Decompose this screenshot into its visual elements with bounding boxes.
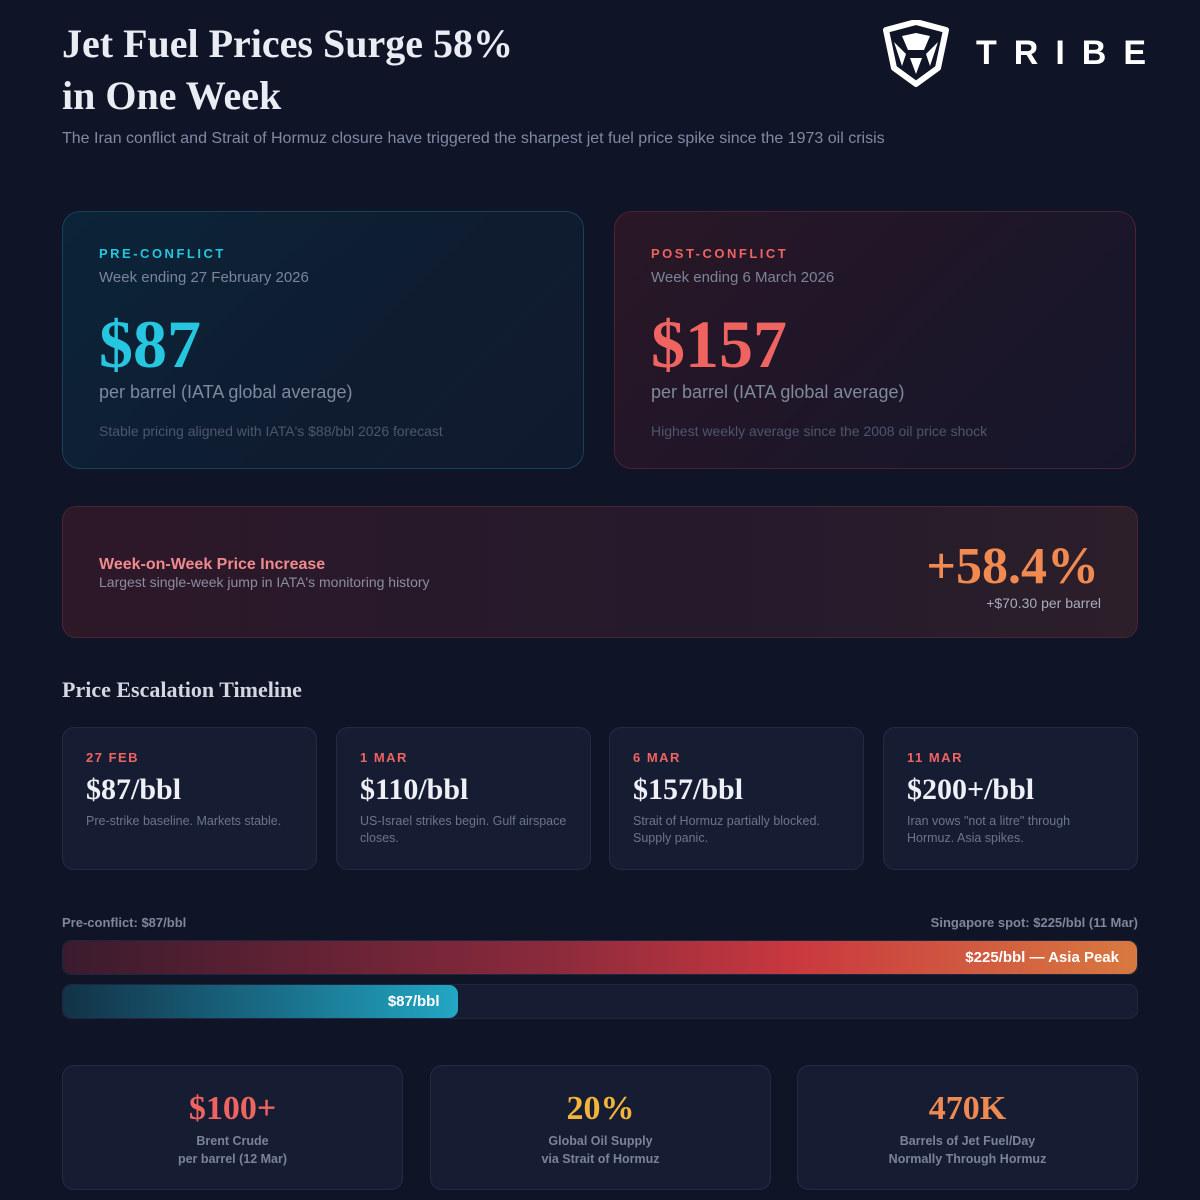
pre-conflict-kicker: PRE-CONFLICT [99,246,226,261]
post-conflict-week: Week ending 6 March 2026 [651,269,835,286]
stat-label: Brent Crude per barrel (12 Mar) [63,1132,402,1168]
timeline-date: 6 MAR [633,750,681,765]
stat-label-line1: Global Oil Supply [548,1134,653,1148]
asia-peak-bar-label: $225/bbl — Asia Peak [965,949,1119,966]
timeline-price: $110/bbl [360,773,469,806]
post-conflict-card: POST-CONFLICT Week ending 6 March 2026 $… [614,211,1136,469]
comparison-left-label: Pre-conflict: $87/bbl [62,915,187,930]
timeline-date: 11 MAR [907,750,963,765]
page-subtitle: The Iran conflict and Strait of Hormuz c… [62,130,885,147]
timeline-card: 1 MAR $110/bbl US-Israel strikes begin. … [336,727,591,870]
week-on-week-subtitle: Largest single-week jump in IATA's monit… [99,574,430,590]
stat-label-line2: per barrel (12 Mar) [177,1152,288,1166]
week-on-week-value: +58.4% [926,538,1099,595]
timeline-price: $200+/bbl [907,773,1035,806]
tribe-shield-logo-icon [883,20,949,87]
timeline-card: 27 FEB $87/bbl Pre-strike baseline. Mark… [62,727,317,870]
timeline-description: US-Israel strikes begin. Gulf airspace c… [360,814,567,845]
brand-logo: TRIBE [880,20,1180,90]
timeline-title: Price Escalation Timeline [62,677,302,702]
stat-value: 20% [566,1090,635,1127]
stat-label-line1: Brent Crude [196,1134,269,1148]
pre-conflict-bar: $87/bbl [63,985,458,1018]
pre-conflict-note: Stable pricing aligned with IATA's $88/b… [99,423,443,439]
asia-peak-bar-track: $225/bbl — Asia Peak [62,940,1138,975]
timeline-price: $87/bbl [86,773,182,806]
post-conflict-note: Highest weekly average since the 2008 oi… [651,423,988,439]
brand-name: TRIBE [976,34,1163,72]
timeline-description: Strait of Hormuz partially blocked. Supp… [633,814,820,845]
timeline-date: 27 FEB [86,750,140,765]
pre-conflict-card: PRE-CONFLICT Week ending 27 February 202… [62,211,584,469]
page-title-line2: in One Week [62,73,282,118]
stat-value: 470K [928,1090,1007,1127]
page-title: Jet Fuel Prices Surge 58% in One Week [62,18,702,122]
stat-card-supply: 20% Global Oil Supply via Strait of Horm… [430,1065,771,1190]
asia-peak-bar: $225/bbl — Asia Peak [63,941,1137,974]
post-conflict-price: $157 [651,306,787,382]
week-on-week-banner: Week-on-Week Price Increase Largest sing… [62,506,1138,638]
comparison-right-label: Singapore spot: $225/bbl (11 Mar) [930,915,1138,930]
stat-card-barrels: 470K Barrels of Jet Fuel/Day Normally Th… [797,1065,1138,1190]
stat-label-line1: Barrels of Jet Fuel/Day [899,1134,1036,1148]
timeline-description: Pre-strike baseline. Markets stable. [86,814,282,828]
stat-label-line2: Normally Through Hormuz [888,1152,1047,1166]
stat-label: Global Oil Supply via Strait of Hormuz [431,1132,770,1168]
stat-value: $100+ [188,1090,277,1127]
pre-conflict-week: Week ending 27 February 2026 [99,269,309,286]
week-on-week-title: Week-on-Week Price Increase [99,556,326,573]
timeline-card: 11 MAR $200+/bbl Iran vows "not a litre"… [883,727,1138,870]
page-title-line1: Jet Fuel Prices Surge 58% [62,21,513,66]
pre-conflict-bar-track: $87/bbl [62,984,1138,1019]
timeline-description: Iran vows "not a litre" through Hormuz. … [907,814,1071,845]
stat-label-line2: via Strait of Hormuz [541,1152,660,1166]
stat-label: Barrels of Jet Fuel/Day Normally Through… [798,1132,1137,1168]
post-conflict-kicker: POST-CONFLICT [651,246,789,261]
timeline-card: 6 MAR $157/bbl Strait of Hormuz partiall… [609,727,864,870]
timeline-date: 1 MAR [360,750,408,765]
stat-card-brent: $100+ Brent Crude per barrel (12 Mar) [62,1065,403,1190]
post-conflict-unit: per barrel (IATA global average) [651,382,905,402]
pre-conflict-bar-label: $87/bbl [387,993,440,1010]
timeline-price: $157/bbl [633,773,744,806]
week-on-week-delta: +$70.30 per barrel [986,595,1101,611]
pre-conflict-unit: per barrel (IATA global average) [99,382,353,402]
pre-conflict-price: $87 [99,306,201,382]
